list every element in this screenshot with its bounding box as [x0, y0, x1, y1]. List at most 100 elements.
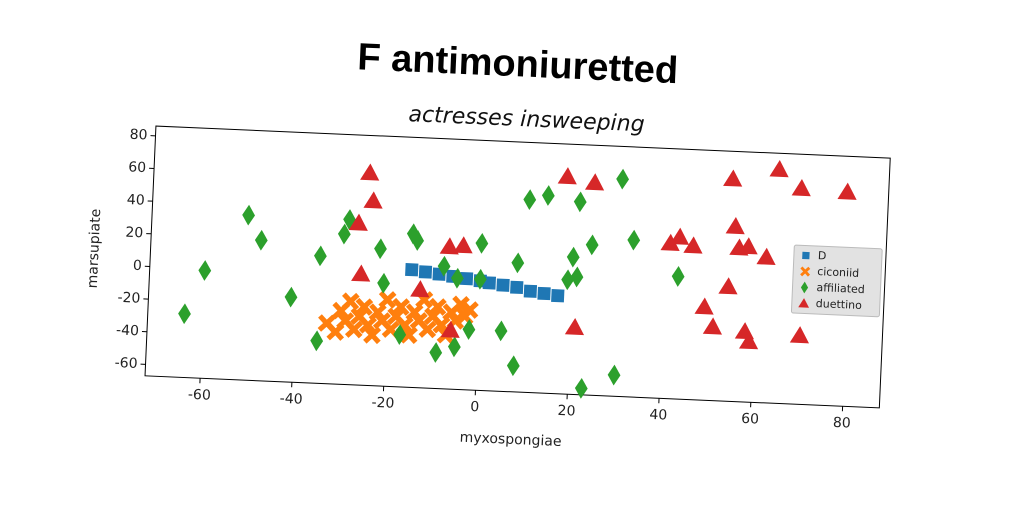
marker-triangle	[557, 167, 577, 185]
marker-square	[405, 263, 419, 277]
marker-triangle	[725, 217, 745, 235]
y-tick-label: 80	[129, 127, 148, 144]
marker-square	[418, 265, 433, 279]
marker-square	[551, 289, 565, 303]
marker-diamond	[574, 377, 588, 399]
marker-diamond	[671, 266, 685, 287]
marker-diamond	[523, 189, 537, 211]
marker-diamond	[511, 252, 525, 274]
marker-diamond	[475, 232, 489, 254]
y-axis-label: marsupiate	[85, 208, 104, 288]
marker-diamond	[198, 260, 212, 281]
marker-diamond	[310, 330, 324, 352]
marker-triangle	[660, 233, 680, 252]
marker-x	[428, 297, 447, 316]
marker-triangle	[791, 179, 811, 197]
marker-square	[537, 286, 551, 301]
marker-x	[460, 300, 479, 319]
legend-label: affiliated	[816, 281, 865, 296]
y-tick-label: -40	[116, 322, 140, 339]
marker-diamond	[541, 185, 555, 206]
marker-diamond	[585, 234, 599, 256]
chart-subtitle: actresses insweeping	[408, 102, 645, 137]
marker-diamond	[607, 364, 621, 386]
x-tick-label: -60	[188, 387, 212, 404]
marker-diamond	[242, 204, 255, 226]
plot: actresses insweeping myxospongiae marsup…	[85, 102, 891, 450]
marker-diamond	[462, 319, 476, 340]
y-tick-label: 40	[127, 192, 146, 209]
marker-diamond	[393, 324, 407, 346]
marker-triangle	[837, 182, 857, 200]
marker-diamond	[450, 267, 464, 289]
marker-diamond	[429, 342, 443, 363]
marker-triangle	[738, 237, 758, 255]
y-tick-label: 20	[125, 225, 144, 242]
marker-diamond	[343, 209, 356, 230]
marker-square	[523, 284, 538, 298]
marker-x	[355, 297, 374, 316]
x-tick-label: -40	[279, 391, 303, 408]
marker-square	[459, 271, 474, 286]
marker-triangle	[584, 173, 605, 191]
marker-triangle	[756, 247, 776, 266]
x-tick-label: 80	[833, 415, 852, 432]
marker-triangle	[453, 236, 473, 254]
marker-diamond	[254, 229, 268, 251]
marker-diamond	[314, 245, 327, 267]
marker-x	[451, 295, 470, 314]
marker-triangle	[351, 264, 371, 282]
marker-diamond	[337, 223, 351, 245]
marker-diamond	[570, 266, 584, 288]
marker-x	[418, 320, 437, 339]
marker-triangle	[410, 280, 430, 298]
marker-triangle	[439, 237, 459, 255]
marker-square	[496, 278, 510, 292]
marker-triangle	[718, 277, 738, 295]
marker-diamond	[566, 246, 580, 268]
y-tick-label: -20	[117, 290, 141, 307]
marker-diamond	[284, 286, 298, 308]
legend-label: ciconiid	[817, 265, 859, 280]
marker-diamond	[447, 336, 461, 358]
marker-diamond	[573, 191, 587, 213]
marker-triangle	[789, 326, 809, 344]
marker-square	[510, 280, 524, 295]
y-tick-label: 60	[128, 159, 147, 176]
marker-x	[363, 326, 382, 345]
marker-x	[391, 297, 410, 316]
y-tick-label: -60	[114, 355, 138, 372]
marker-triangle	[669, 227, 690, 245]
marker-triangle	[348, 213, 368, 231]
marker-triangle	[683, 236, 703, 254]
marker-diamond	[178, 303, 191, 325]
legend-label: D	[818, 249, 827, 262]
marker-diamond	[473, 268, 487, 290]
marker-diamond	[374, 238, 387, 260]
marker-triangle	[798, 298, 810, 308]
marker-x	[399, 325, 418, 345]
marker-x	[344, 320, 363, 339]
x-tick-label: 40	[649, 407, 668, 424]
marker-x	[341, 292, 360, 311]
marker-diamond	[506, 355, 520, 377]
marker-diamond	[437, 255, 451, 277]
marker-x	[378, 290, 397, 309]
x-axis-label: myxospongiae	[459, 430, 562, 450]
marker-diamond	[561, 269, 575, 291]
marker-x	[800, 266, 811, 277]
marker-triangle	[702, 317, 723, 335]
marker-diamond	[494, 320, 508, 342]
x-tick-label: 20	[557, 403, 576, 420]
legend-label: duettino	[816, 297, 863, 312]
marker-triangle	[738, 332, 759, 350]
marker-triangle	[769, 160, 789, 178]
y-tick-label: 0	[133, 258, 143, 274]
x-tick-label: 60	[741, 411, 760, 428]
x-tick-label: 0	[470, 399, 480, 415]
marker-triangle	[564, 317, 585, 336]
marker-triangle	[440, 320, 460, 338]
marker-square	[802, 251, 810, 260]
